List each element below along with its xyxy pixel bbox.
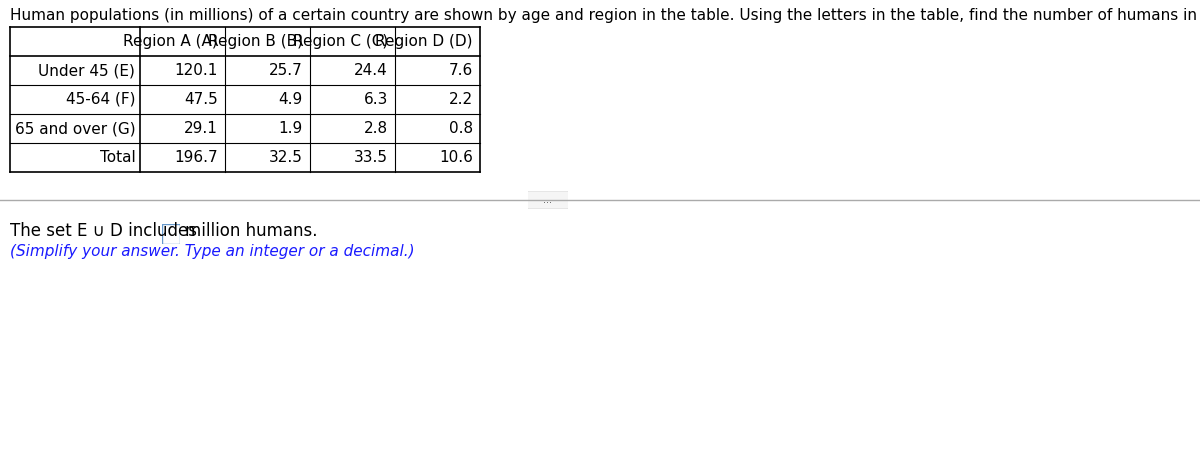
Text: 6.3: 6.3 <box>364 92 388 107</box>
Text: (Simplify your answer. Type an integer or a decimal.): (Simplify your answer. Type an integer o… <box>10 244 415 259</box>
FancyBboxPatch shape <box>526 190 570 210</box>
Text: 2.2: 2.2 <box>449 92 473 107</box>
Text: Total: Total <box>100 150 136 165</box>
Text: 24.4: 24.4 <box>354 63 388 78</box>
Text: 47.5: 47.5 <box>185 92 218 107</box>
Text: Under 45 (E): Under 45 (E) <box>38 63 136 78</box>
Text: 2.8: 2.8 <box>364 121 388 136</box>
Text: 32.5: 32.5 <box>269 150 302 165</box>
Text: 33.5: 33.5 <box>354 150 388 165</box>
Text: 45-64 (F): 45-64 (F) <box>66 92 136 107</box>
Text: ...: ... <box>544 195 552 205</box>
Text: Human populations (in millions) of a certain country are shown by age and region: Human populations (in millions) of a cer… <box>10 8 1200 23</box>
Text: Region C (C): Region C (C) <box>293 34 388 49</box>
Text: 25.7: 25.7 <box>269 63 302 78</box>
Text: 0.8: 0.8 <box>449 121 473 136</box>
Text: Region A (A): Region A (A) <box>124 34 218 49</box>
Text: 120.1: 120.1 <box>174 63 218 78</box>
Text: Region D (D): Region D (D) <box>376 34 473 49</box>
Text: 10.6: 10.6 <box>439 150 473 165</box>
Text: million humans.: million humans. <box>185 222 318 240</box>
Text: The set E ∪ D includes: The set E ∪ D includes <box>10 222 197 240</box>
Text: 7.6: 7.6 <box>449 63 473 78</box>
Text: 4.9: 4.9 <box>278 92 302 107</box>
Text: Region B (B): Region B (B) <box>208 34 302 49</box>
Text: 65 and over (G): 65 and over (G) <box>14 121 136 136</box>
Text: 1.9: 1.9 <box>278 121 302 136</box>
Text: 196.7: 196.7 <box>174 150 218 165</box>
Text: 29.1: 29.1 <box>184 121 218 136</box>
